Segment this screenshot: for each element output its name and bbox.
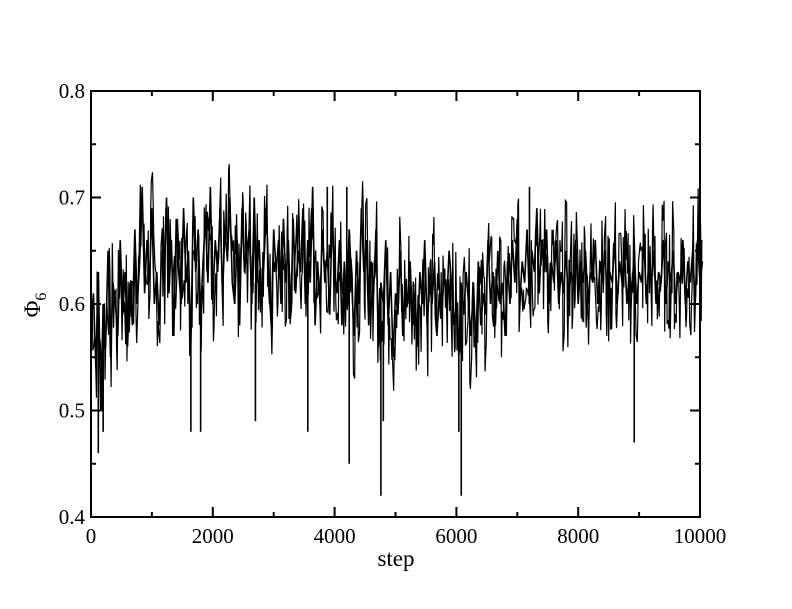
y-tick-label: 0.4 (59, 505, 86, 529)
x-tick-label: 10000 (674, 524, 727, 548)
x-tick-label: 4000 (314, 524, 356, 548)
y-axis-label: Φ6 (20, 293, 50, 318)
x-tick-label: 8000 (557, 524, 599, 548)
y-tick-label: 0.5 (59, 399, 85, 423)
x-tick-label: 0 (86, 524, 97, 548)
svg-text:Φ6: Φ6 (20, 293, 50, 318)
series-layer (90, 164, 704, 496)
y-tick-label: 0.8 (59, 79, 85, 103)
y-axis-label-main: Φ (20, 300, 45, 317)
x-tick-label: 6000 (435, 524, 477, 548)
series-fluctuation (91, 164, 703, 412)
x-axis-label: step (377, 546, 414, 571)
y-tick-label: 0.6 (59, 292, 85, 316)
y-axis-label-subscript: 6 (33, 293, 50, 301)
x-tick-label: 2000 (192, 524, 234, 548)
ticks-layer: 0 2000 4000 6000 8000 10000 0.4 0.5 0.6 0.7 0.8 (59, 79, 727, 548)
y-tick-label: 0.7 (59, 186, 85, 210)
